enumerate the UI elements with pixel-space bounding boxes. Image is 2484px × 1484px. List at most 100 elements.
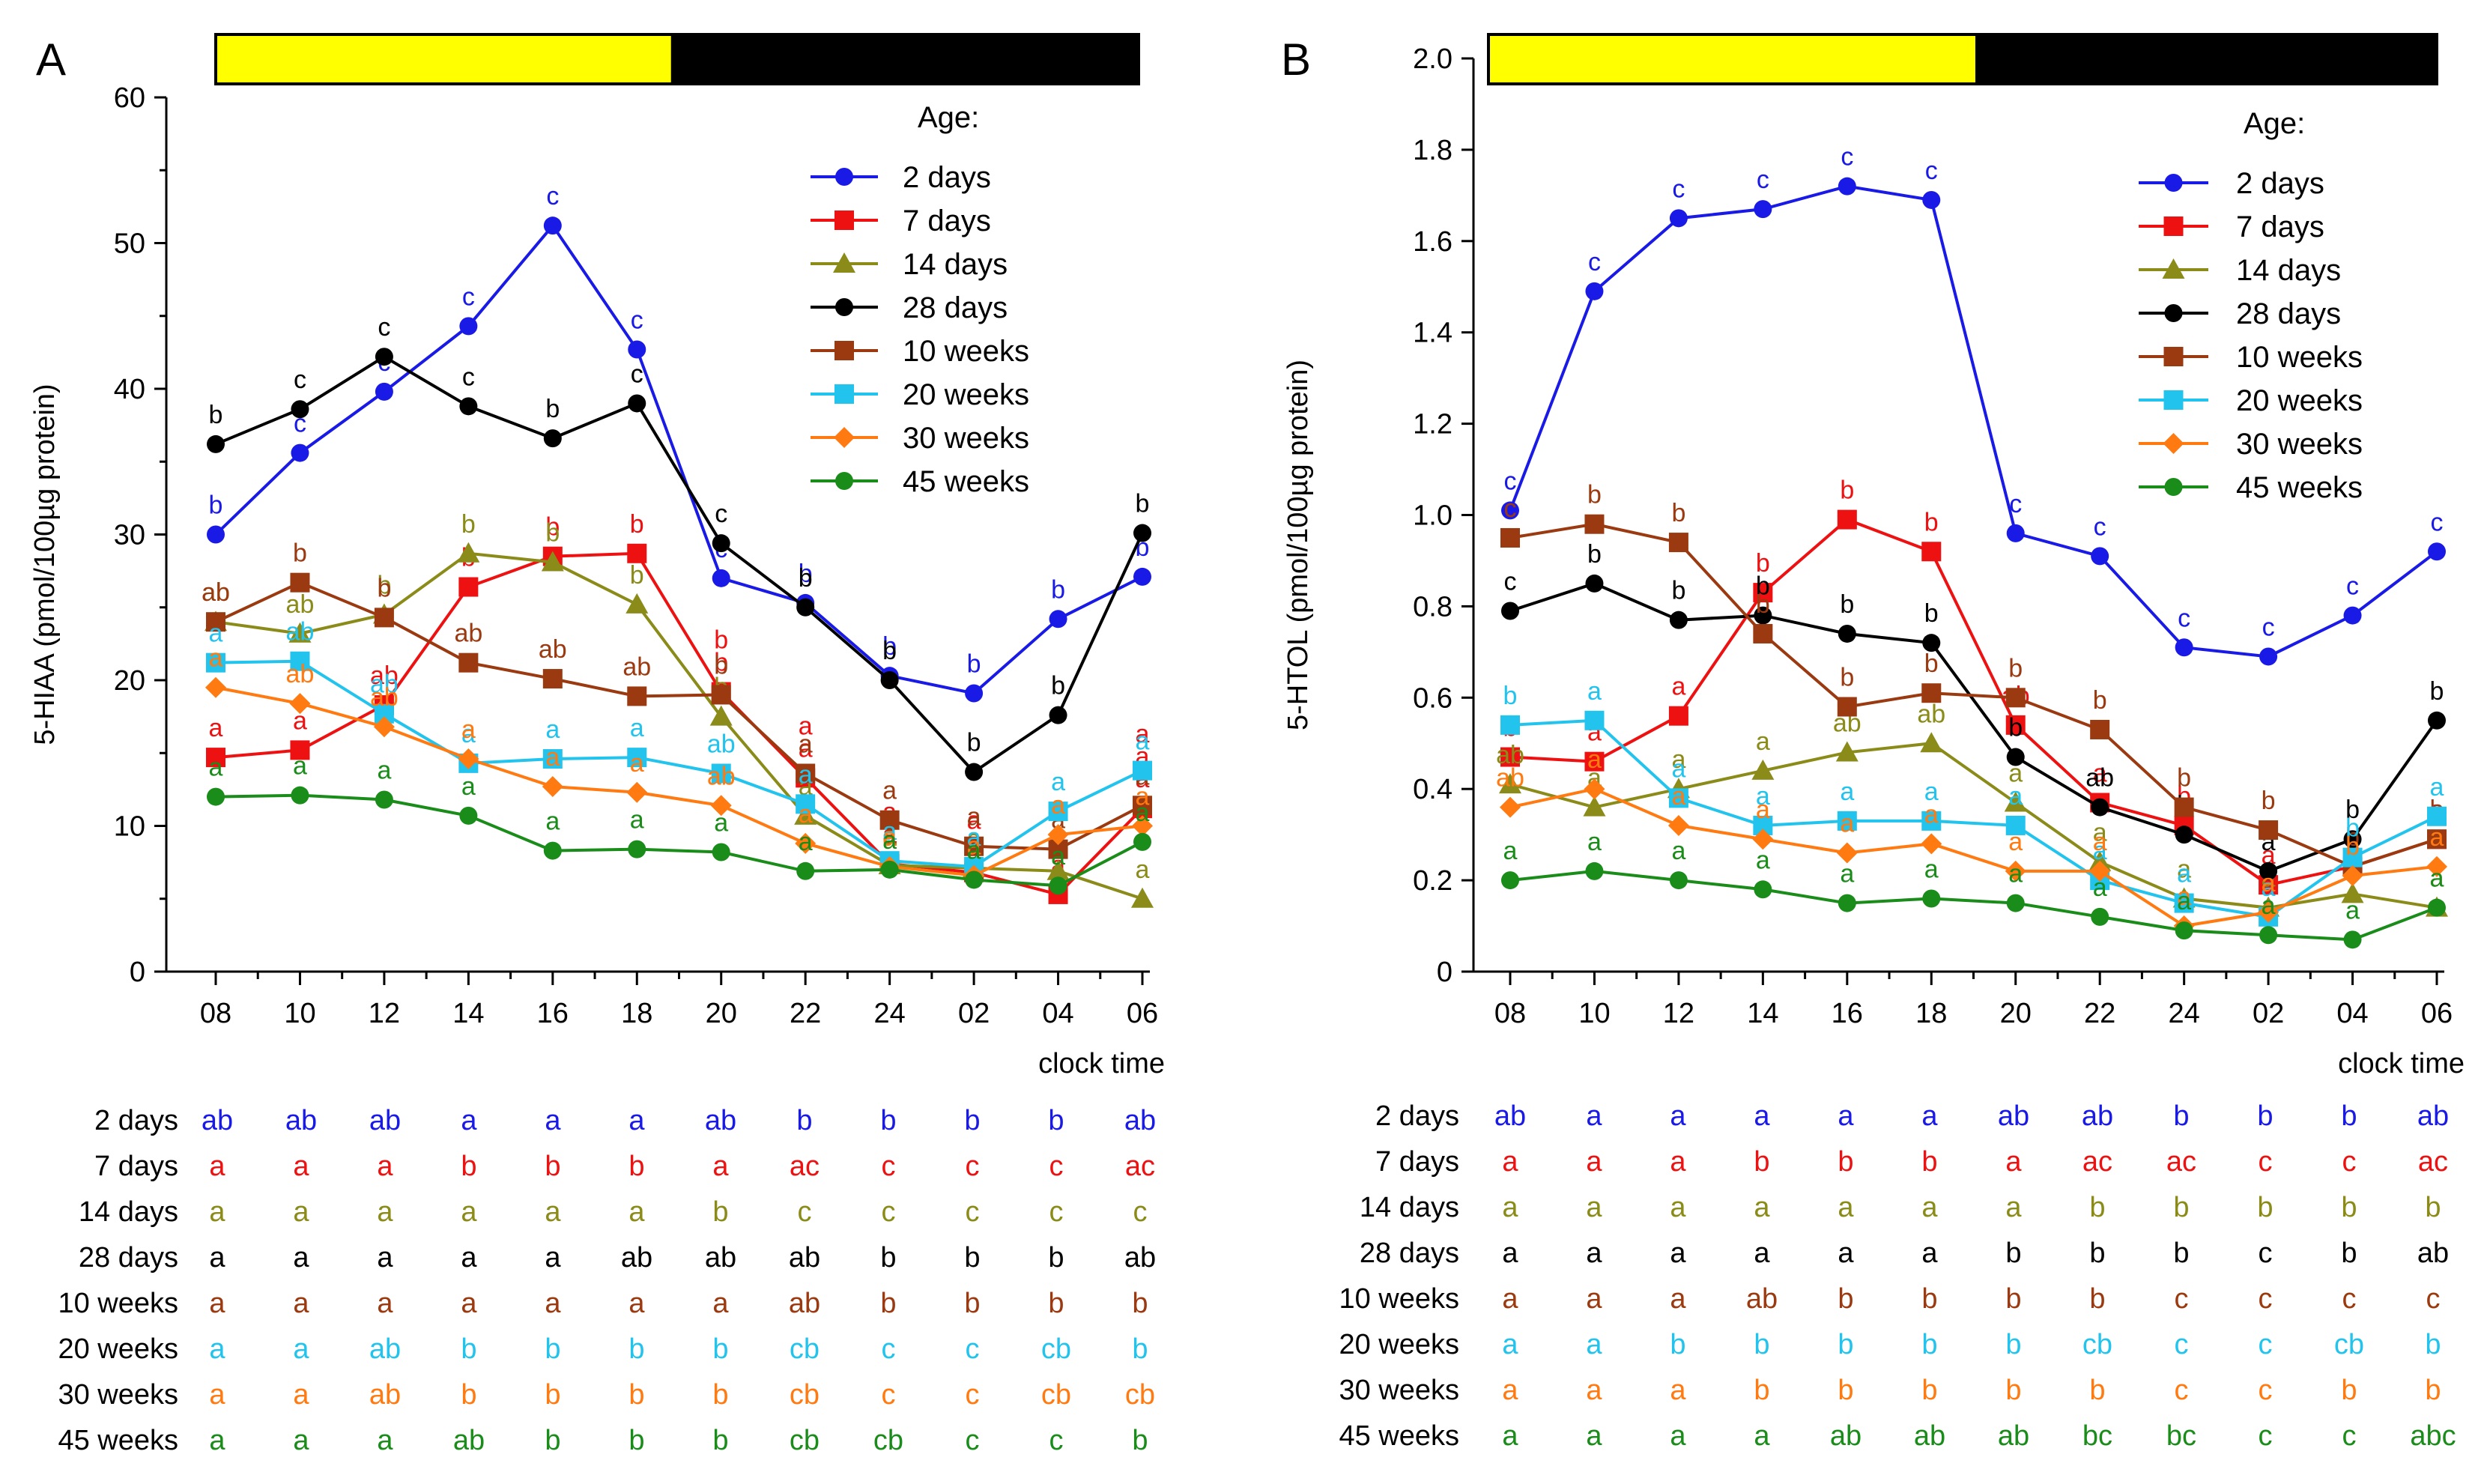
table-cell: b — [880, 1288, 896, 1319]
data-point — [1838, 624, 1856, 643]
table-cell: b — [1838, 1283, 1853, 1315]
dark-phase-bar — [670, 33, 1140, 85]
significance-letter: a — [2262, 869, 2276, 897]
y-axis-label: 5-HTOL (pmol/100µg protein) — [1282, 360, 1314, 730]
significance-letter: a — [2430, 823, 2444, 852]
significance-letter: c — [2262, 613, 2275, 641]
y-tick-label: 10 — [114, 811, 145, 843]
y-tick-label: 0.2 — [1413, 865, 1452, 897]
significance-letter: a — [2430, 864, 2444, 893]
significance-letter: b — [882, 632, 897, 661]
data-point — [2006, 524, 2025, 542]
significance-letter: c — [1504, 494, 1517, 523]
table-cell: b — [1921, 1329, 1937, 1360]
significance-letter: a — [461, 720, 476, 748]
data-point — [1500, 715, 1520, 735]
table-cell: a — [209, 1151, 225, 1182]
data-point — [1133, 567, 1151, 586]
significance-letter: a — [799, 828, 813, 856]
table-row-label: 14 days — [79, 1196, 178, 1228]
table-cell: b — [1132, 1425, 1148, 1456]
significance-letter: a — [1587, 677, 1602, 706]
significance-letter: b — [545, 518, 560, 547]
data-point — [1837, 509, 1857, 530]
significance-letter: ab — [370, 670, 399, 699]
table-cell: b — [1670, 1329, 1685, 1360]
data-point — [2259, 861, 2278, 880]
legend-entry: 7 days — [2236, 211, 2324, 243]
table-row-label: 10 weeks — [1339, 1283, 1459, 1315]
data-point — [206, 652, 225, 673]
table-cell: ac — [2082, 1146, 2112, 1178]
series-line — [1509, 718, 2438, 918]
table-cell: c — [2175, 1375, 2189, 1406]
data-point — [2004, 791, 2027, 812]
significance-letter: c — [2431, 508, 2444, 536]
x-axis-label: clock time — [1038, 1048, 1165, 1079]
significance-letter: a — [545, 743, 560, 772]
table-cell: c — [2259, 1375, 2273, 1406]
table-cell: ab — [285, 1105, 317, 1136]
table-cell: cb — [2334, 1329, 2364, 1360]
data-point — [541, 551, 564, 572]
table-cell: a — [209, 1425, 225, 1456]
table-cell: a — [545, 1288, 561, 1319]
table-cell: c — [1049, 1151, 1064, 1182]
table-cell: ab — [369, 1379, 401, 1411]
data-point — [710, 795, 732, 817]
table-cell: a — [461, 1288, 477, 1319]
data-point — [1920, 732, 1943, 753]
data-point — [2091, 547, 2109, 566]
data-point — [289, 693, 311, 715]
series-line — [1509, 742, 2438, 909]
table-cell: a — [712, 1151, 729, 1182]
table-cell: b — [1754, 1329, 1769, 1360]
y-tick-label: 0.6 — [1413, 682, 1452, 714]
data-point — [1583, 796, 1606, 817]
y-tick-label: 0.8 — [1413, 591, 1452, 623]
table-cell: a — [1921, 1100, 1938, 1132]
significance-letter: b — [630, 561, 644, 590]
series-line — [215, 354, 1144, 775]
data-point — [2259, 647, 2278, 666]
x-tick-label: 16 — [537, 998, 569, 1029]
data-point — [207, 525, 225, 544]
dark-phase-bar — [1975, 33, 2438, 85]
data-point — [291, 443, 309, 462]
significance-letter: ab — [707, 762, 736, 790]
significance-letter: a — [1671, 782, 1685, 811]
table-cell: a — [293, 1425, 309, 1456]
table-cell: c — [2175, 1329, 2189, 1360]
data-point — [543, 429, 562, 448]
legend-entry: 30 weeks — [2236, 428, 2363, 461]
data-point — [1838, 177, 1856, 196]
y-tick-label: 1.0 — [1413, 500, 1452, 532]
table-cell: c — [966, 1425, 980, 1456]
table-cell: a — [2005, 1192, 2022, 1223]
table-cell: b — [2341, 1192, 2357, 1223]
significance-letter: b — [714, 651, 728, 679]
table-cell: b — [2005, 1329, 2021, 1360]
table-cell: b — [2173, 1100, 2189, 1132]
significance-letter: ab — [286, 660, 315, 688]
table-cell: a — [1754, 1100, 1770, 1132]
data-point — [1501, 501, 1519, 520]
data-point — [1048, 802, 1068, 822]
significance-letter: b — [1587, 540, 1602, 569]
data-point — [1753, 583, 1773, 603]
significance-letter: a — [545, 808, 560, 836]
legend-title: Age: — [918, 101, 979, 134]
table-cell: b — [1838, 1329, 1853, 1360]
table-cell: a — [1754, 1238, 1770, 1269]
table-row-label: 28 days — [79, 1242, 178, 1273]
legend-entry: 20 weeks — [2236, 384, 2363, 417]
table-cell: b — [712, 1196, 728, 1228]
data-point — [1049, 876, 1067, 895]
data-point — [795, 832, 817, 854]
table-cell: a — [1586, 1192, 1602, 1223]
table-cell: b — [545, 1379, 560, 1411]
significance-letter: b — [1051, 575, 1065, 604]
significance-letter: a — [1136, 855, 1150, 884]
legend-entry: 28 days — [2236, 297, 2341, 330]
